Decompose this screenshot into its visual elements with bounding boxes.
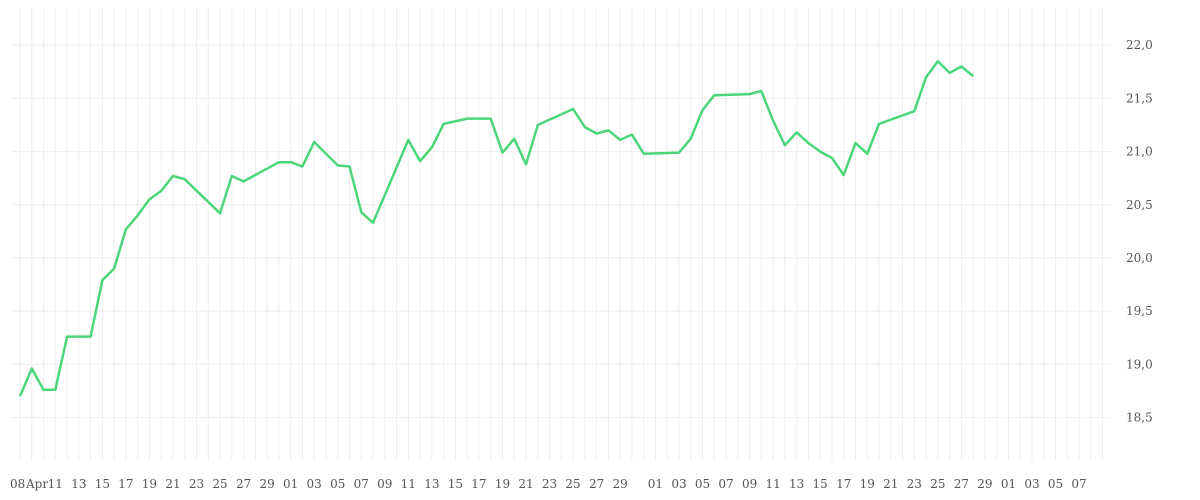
x-tick-label: 11 bbox=[765, 477, 780, 491]
x-tick-label: 05 bbox=[695, 477, 710, 491]
x-tick-label: 29 bbox=[612, 477, 627, 491]
x-tick-label: 27 bbox=[954, 477, 969, 491]
x-tick-label: 23 bbox=[907, 477, 922, 491]
x-tick-label: 08 bbox=[10, 477, 25, 491]
x-tick-label: 09 bbox=[742, 477, 757, 491]
x-tick-label: 13 bbox=[424, 477, 439, 491]
x-tick-label: 07 bbox=[718, 477, 733, 491]
x-tick-label: 17 bbox=[118, 477, 133, 491]
x-tick-label: 05 bbox=[1048, 477, 1063, 491]
x-tick-label: 19 bbox=[495, 477, 510, 491]
x-tick-label: 25 bbox=[930, 477, 945, 491]
x-tick-label: 01 bbox=[1001, 477, 1016, 491]
x-tick-label: 21 bbox=[518, 477, 533, 491]
x-tick-label: 27 bbox=[236, 477, 251, 491]
x-tick-label: 19 bbox=[142, 477, 157, 491]
y-tick-label: 20,0 bbox=[1126, 251, 1153, 265]
x-tick-label: 03 bbox=[307, 477, 322, 491]
x-tick-label: 21 bbox=[883, 477, 898, 491]
series-line bbox=[18, 59, 974, 397]
grid bbox=[12, 8, 1112, 460]
x-tick-label: 13 bbox=[789, 477, 804, 491]
y-tick-label: 21,5 bbox=[1126, 91, 1153, 105]
x-tick-label: 07 bbox=[1071, 477, 1086, 491]
x-tick-label: 07 bbox=[354, 477, 369, 491]
x-tick-label: 11 bbox=[48, 477, 63, 491]
x-tick-label: 05 bbox=[330, 477, 345, 491]
x-tick-label: 13 bbox=[71, 477, 86, 491]
x-axis-tick-labels: 08 Apr 11 13 15 17 19 21 23 25 27 29 01 03 05 07 09 11 13 1… bbox=[10, 477, 1087, 491]
x-tick-label: 09 bbox=[377, 477, 392, 491]
y-tick-label: 18,5 bbox=[1126, 410, 1153, 424]
x-tick-label: 17 bbox=[471, 477, 486, 491]
x-tick-label: 27 bbox=[589, 477, 604, 491]
x-tick-label: 21 bbox=[165, 477, 180, 491]
x-tick-label: 03 bbox=[671, 477, 686, 491]
x-tick-label: 17 bbox=[836, 477, 851, 491]
x-tick-label: 15 bbox=[448, 477, 463, 491]
x-tick-label: 25 bbox=[212, 477, 227, 491]
x-tick-label: 23 bbox=[189, 477, 204, 491]
x-tick-label: 29 bbox=[977, 477, 992, 491]
x-tick-label: 23 bbox=[542, 477, 557, 491]
x-tick-label: 19 bbox=[860, 477, 875, 491]
y-tick-label: 20,5 bbox=[1126, 198, 1153, 212]
y-tick-label: 19,0 bbox=[1126, 357, 1153, 371]
series-layer bbox=[18, 59, 974, 397]
x-tick-label: 03 bbox=[1024, 477, 1039, 491]
x-tick-label: Apr bbox=[25, 477, 48, 491]
x-tick-label: 29 bbox=[259, 477, 274, 491]
x-tick-label: 11 bbox=[401, 477, 416, 491]
x-tick-label: 15 bbox=[95, 477, 110, 491]
x-tick-label: 01 bbox=[648, 477, 663, 491]
y-axis-tick-labels: 18,5 19,0 19,5 20,0 20,5 21,0 21,5 22,0 bbox=[1126, 38, 1153, 424]
x-tick-label: 25 bbox=[565, 477, 580, 491]
y-tick-label: 22,0 bbox=[1126, 38, 1153, 52]
x-tick-label: 01 bbox=[283, 477, 298, 491]
x-tick-label: 15 bbox=[813, 477, 828, 491]
y-tick-label: 19,5 bbox=[1126, 304, 1153, 318]
y-tick-label: 21,0 bbox=[1126, 145, 1153, 159]
